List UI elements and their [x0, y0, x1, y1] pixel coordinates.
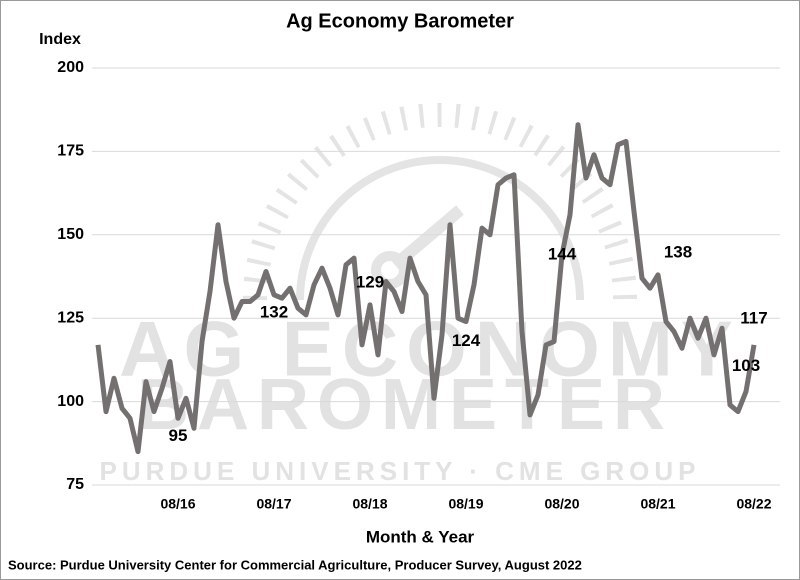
- data-label: 95: [169, 426, 188, 445]
- x-tick-label: 08/19: [448, 496, 483, 512]
- y-tick-label: 175: [57, 143, 84, 160]
- data-label: 117: [740, 308, 767, 327]
- x-tick-label: 08/18: [352, 496, 387, 512]
- x-tick-label: 08/16: [160, 496, 195, 512]
- x-tick-label: 08/22: [736, 496, 771, 512]
- x-axis-label: Month & Year: [366, 527, 475, 546]
- x-tick-label: 08/21: [640, 496, 675, 512]
- data-label: 138: [664, 242, 692, 261]
- x-tick-label: 08/20: [544, 496, 579, 512]
- data-label: 103: [732, 356, 760, 375]
- y-tick-label: 125: [57, 309, 84, 326]
- data-label: 124: [452, 331, 481, 350]
- watermark-text: PURDUE UNIVERSITY · CME GROUP: [99, 456, 700, 486]
- data-label: 144: [548, 244, 577, 263]
- watermark-text: BAROMETER: [137, 365, 673, 445]
- x-tick-label: 08/17: [256, 496, 291, 512]
- y-tick-label: 150: [57, 226, 84, 243]
- data-label: 132: [260, 302, 288, 321]
- data-line: [95, 122, 757, 455]
- data-label: 129: [356, 272, 384, 291]
- y-axis-label: Index: [39, 31, 81, 48]
- y-tick-label: 100: [57, 393, 84, 410]
- source-note: Source: Purdue University Center for Com…: [8, 557, 582, 572]
- y-tick-label: 200: [57, 59, 84, 76]
- y-tick-label: 75: [66, 476, 84, 493]
- chart-title: Ag Economy Barometer: [286, 10, 514, 32]
